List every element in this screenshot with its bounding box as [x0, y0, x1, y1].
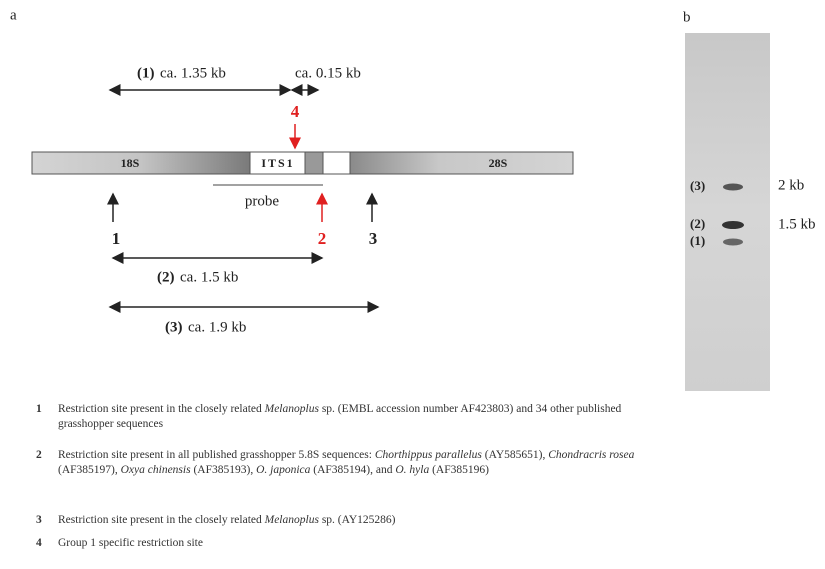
region-label: 18S	[121, 156, 140, 170]
note-text: Restriction site present in the closely …	[58, 513, 656, 528]
region-label: ITS1	[261, 156, 294, 170]
note-number: 4	[36, 537, 42, 549]
region-58s	[304, 151, 324, 175]
panel-label: a	[10, 7, 17, 23]
note-segment: Melanoplus	[264, 403, 319, 415]
marker-label: 2 kb	[778, 177, 804, 193]
note-segment: sp. (EMBL accession number AF423803) and…	[58, 403, 622, 430]
fragment-size: ca. 1.5 kb	[180, 269, 238, 285]
fragment-size: ca. 1.35 kb	[160, 65, 226, 81]
note-segment: Restriction site present in the closely …	[58, 514, 265, 526]
gel-band	[723, 183, 743, 191]
fragment-size: ca. 1.9 kb	[188, 319, 246, 335]
gel-band	[722, 221, 744, 229]
note-number: 3	[36, 514, 42, 526]
gel-image	[685, 33, 770, 391]
note-segment: sp. (AY125286)	[318, 514, 396, 526]
note-segment: Chondracris rosea	[548, 449, 635, 461]
band-label: (1)	[690, 233, 705, 248]
note-segment: (AF385193),	[190, 464, 257, 476]
note: 2 Restriction site present in all publish…	[36, 448, 656, 478]
note-segment: O. hyla	[395, 464, 430, 476]
note-segment: Restriction site present in all publishe…	[58, 449, 375, 461]
note-segment: Restriction site present in the closely …	[58, 403, 265, 415]
site-label: 3	[369, 229, 378, 248]
note-text: Group 1 specific restriction site	[58, 536, 656, 551]
note-segment: (AF385194), and	[310, 464, 396, 476]
site-label: 1	[112, 229, 121, 248]
note-segment: Oxya chinensis	[120, 464, 191, 476]
gel-band	[723, 238, 743, 246]
fragment-name: (2)	[157, 269, 175, 285]
note-segment: Chorthippus parallelus	[374, 449, 482, 461]
region-its2	[322, 151, 351, 175]
note-number: 2	[36, 449, 42, 461]
marker-label: 1.5 kb	[778, 216, 816, 232]
note-text: Restriction site present in all publishe…	[58, 448, 656, 478]
note-segment: O. japonica	[256, 464, 311, 476]
note-segment: (AY585651),	[481, 449, 549, 461]
note: 3 Restriction site present in the closely…	[36, 513, 656, 528]
region-18s	[31, 151, 251, 175]
region-label: 28S	[489, 156, 508, 170]
note: 4 Group 1 specific restriction site	[36, 536, 656, 551]
probe-label: probe	[245, 193, 279, 209]
note-text: Restriction site present in the closely …	[58, 402, 656, 432]
band-label: (3)	[690, 178, 705, 193]
note-segment: Melanoplus	[264, 514, 319, 526]
note-number: 1	[36, 403, 42, 415]
note-segment: (AF385196)	[429, 464, 489, 476]
fragment-name: (3)	[165, 319, 183, 335]
band-label: (2)	[690, 216, 705, 231]
panel-label: b	[683, 9, 691, 25]
region-28s	[349, 151, 574, 175]
note-segment: (AF385197),	[58, 464, 121, 476]
site-label: 2	[318, 229, 327, 248]
fragment-name: (1)	[137, 65, 155, 81]
note: 1 Restriction site present in the closely…	[36, 402, 656, 432]
site-label: 4	[291, 102, 300, 121]
fragment-size: ca. 0.15 kb	[295, 65, 361, 81]
note-segment: Group 1 specific restriction site	[58, 537, 203, 549]
